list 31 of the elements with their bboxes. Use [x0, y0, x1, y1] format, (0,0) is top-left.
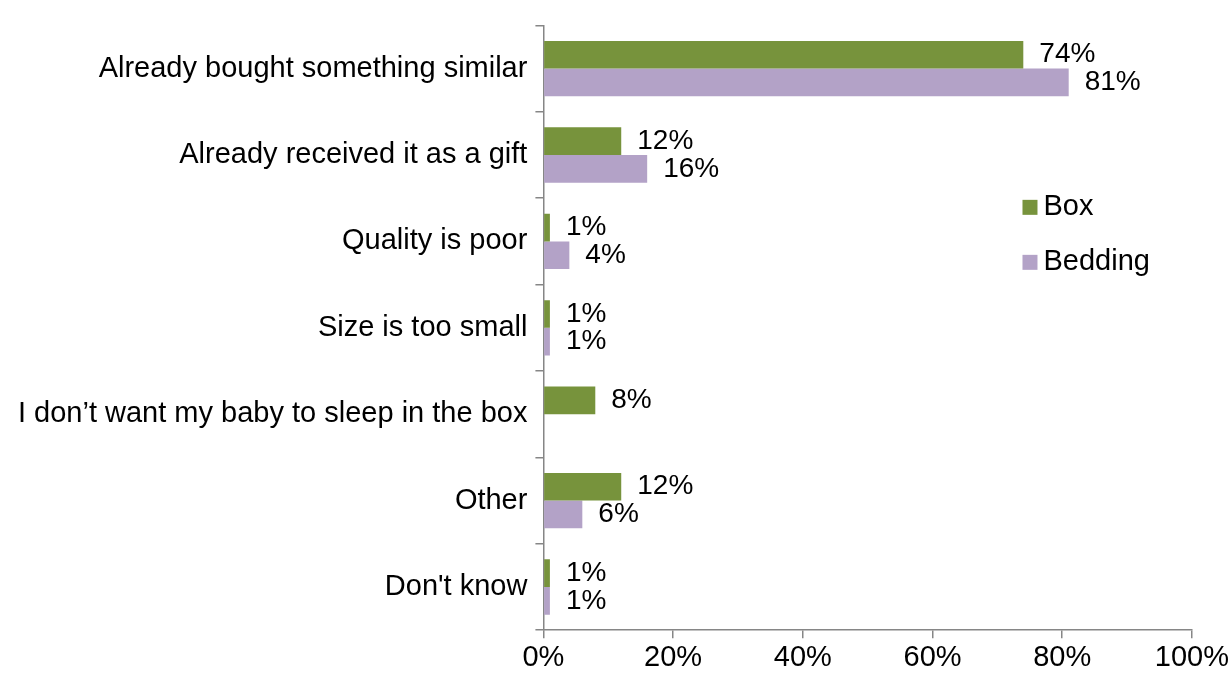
x-tick-label: 0% [522, 639, 565, 672]
legend-label: Bedding [1043, 243, 1150, 276]
x-tick-label: 100% [1154, 639, 1229, 672]
bar [544, 386, 596, 415]
bar [544, 559, 550, 587]
legend-label: Box [1043, 188, 1094, 221]
data-label: 12% [637, 469, 694, 501]
x-tick-label: 20% [644, 639, 703, 672]
y-tick-label: Already received it as a gift [179, 137, 528, 169]
y-tick-label: Size is too small [317, 309, 528, 342]
bar [544, 155, 648, 183]
y-tick-label: Other [454, 482, 528, 515]
y-tick-label: Don't know [384, 569, 529, 601]
bar [544, 68, 1069, 97]
bar [544, 500, 583, 529]
bar [544, 587, 550, 615]
bar [544, 213, 550, 242]
bar [544, 127, 622, 155]
x-tick-label: 40% [773, 639, 832, 672]
bar [544, 241, 570, 270]
bar [544, 300, 550, 328]
bar [544, 472, 622, 501]
bar [544, 327, 550, 356]
y-tick-label: Quality is poor [342, 223, 528, 256]
x-tick-label: 60% [903, 639, 962, 672]
y-tick-label: I don’t want my baby to sleep in the box [17, 396, 528, 429]
data-label: 8% [611, 383, 652, 415]
data-label: 6% [598, 497, 639, 529]
bar [544, 40, 1024, 69]
y-tick-label: Already bought something similar [98, 50, 528, 83]
x-tick-label: 80% [1033, 639, 1092, 672]
